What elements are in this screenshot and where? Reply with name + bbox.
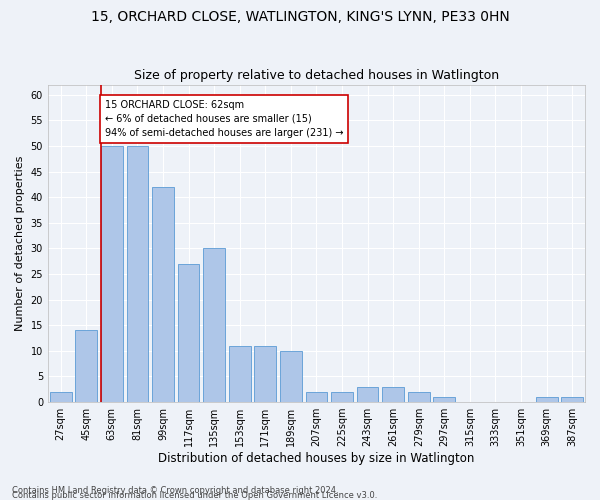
Bar	[357, 386, 379, 402]
Text: 15 ORCHARD CLOSE: 62sqm
← 6% of detached houses are smaller (15)
94% of semi-det: 15 ORCHARD CLOSE: 62sqm ← 6% of detached…	[105, 100, 343, 138]
Bar	[382, 386, 404, 402]
Bar	[76, 330, 97, 402]
Bar	[331, 392, 353, 402]
Bar	[562, 397, 583, 402]
Bar	[305, 392, 328, 402]
Bar	[101, 146, 123, 402]
Bar	[536, 397, 557, 402]
Bar	[433, 397, 455, 402]
Text: Contains HM Land Registry data © Crown copyright and database right 2024.: Contains HM Land Registry data © Crown c…	[12, 486, 338, 495]
Text: 15, ORCHARD CLOSE, WATLINGTON, KING'S LYNN, PE33 0HN: 15, ORCHARD CLOSE, WATLINGTON, KING'S LY…	[91, 10, 509, 24]
Bar	[50, 392, 71, 402]
Bar	[178, 264, 199, 402]
Text: Contains public sector information licensed under the Open Government Licence v3: Contains public sector information licen…	[12, 491, 377, 500]
Title: Size of property relative to detached houses in Watlington: Size of property relative to detached ho…	[134, 69, 499, 82]
Bar	[280, 351, 302, 402]
Bar	[408, 392, 430, 402]
Bar	[203, 248, 225, 402]
Bar	[254, 346, 276, 402]
Bar	[152, 187, 174, 402]
Bar	[127, 146, 148, 402]
Bar	[229, 346, 251, 402]
Y-axis label: Number of detached properties: Number of detached properties	[15, 156, 25, 331]
X-axis label: Distribution of detached houses by size in Watlington: Distribution of detached houses by size …	[158, 452, 475, 465]
